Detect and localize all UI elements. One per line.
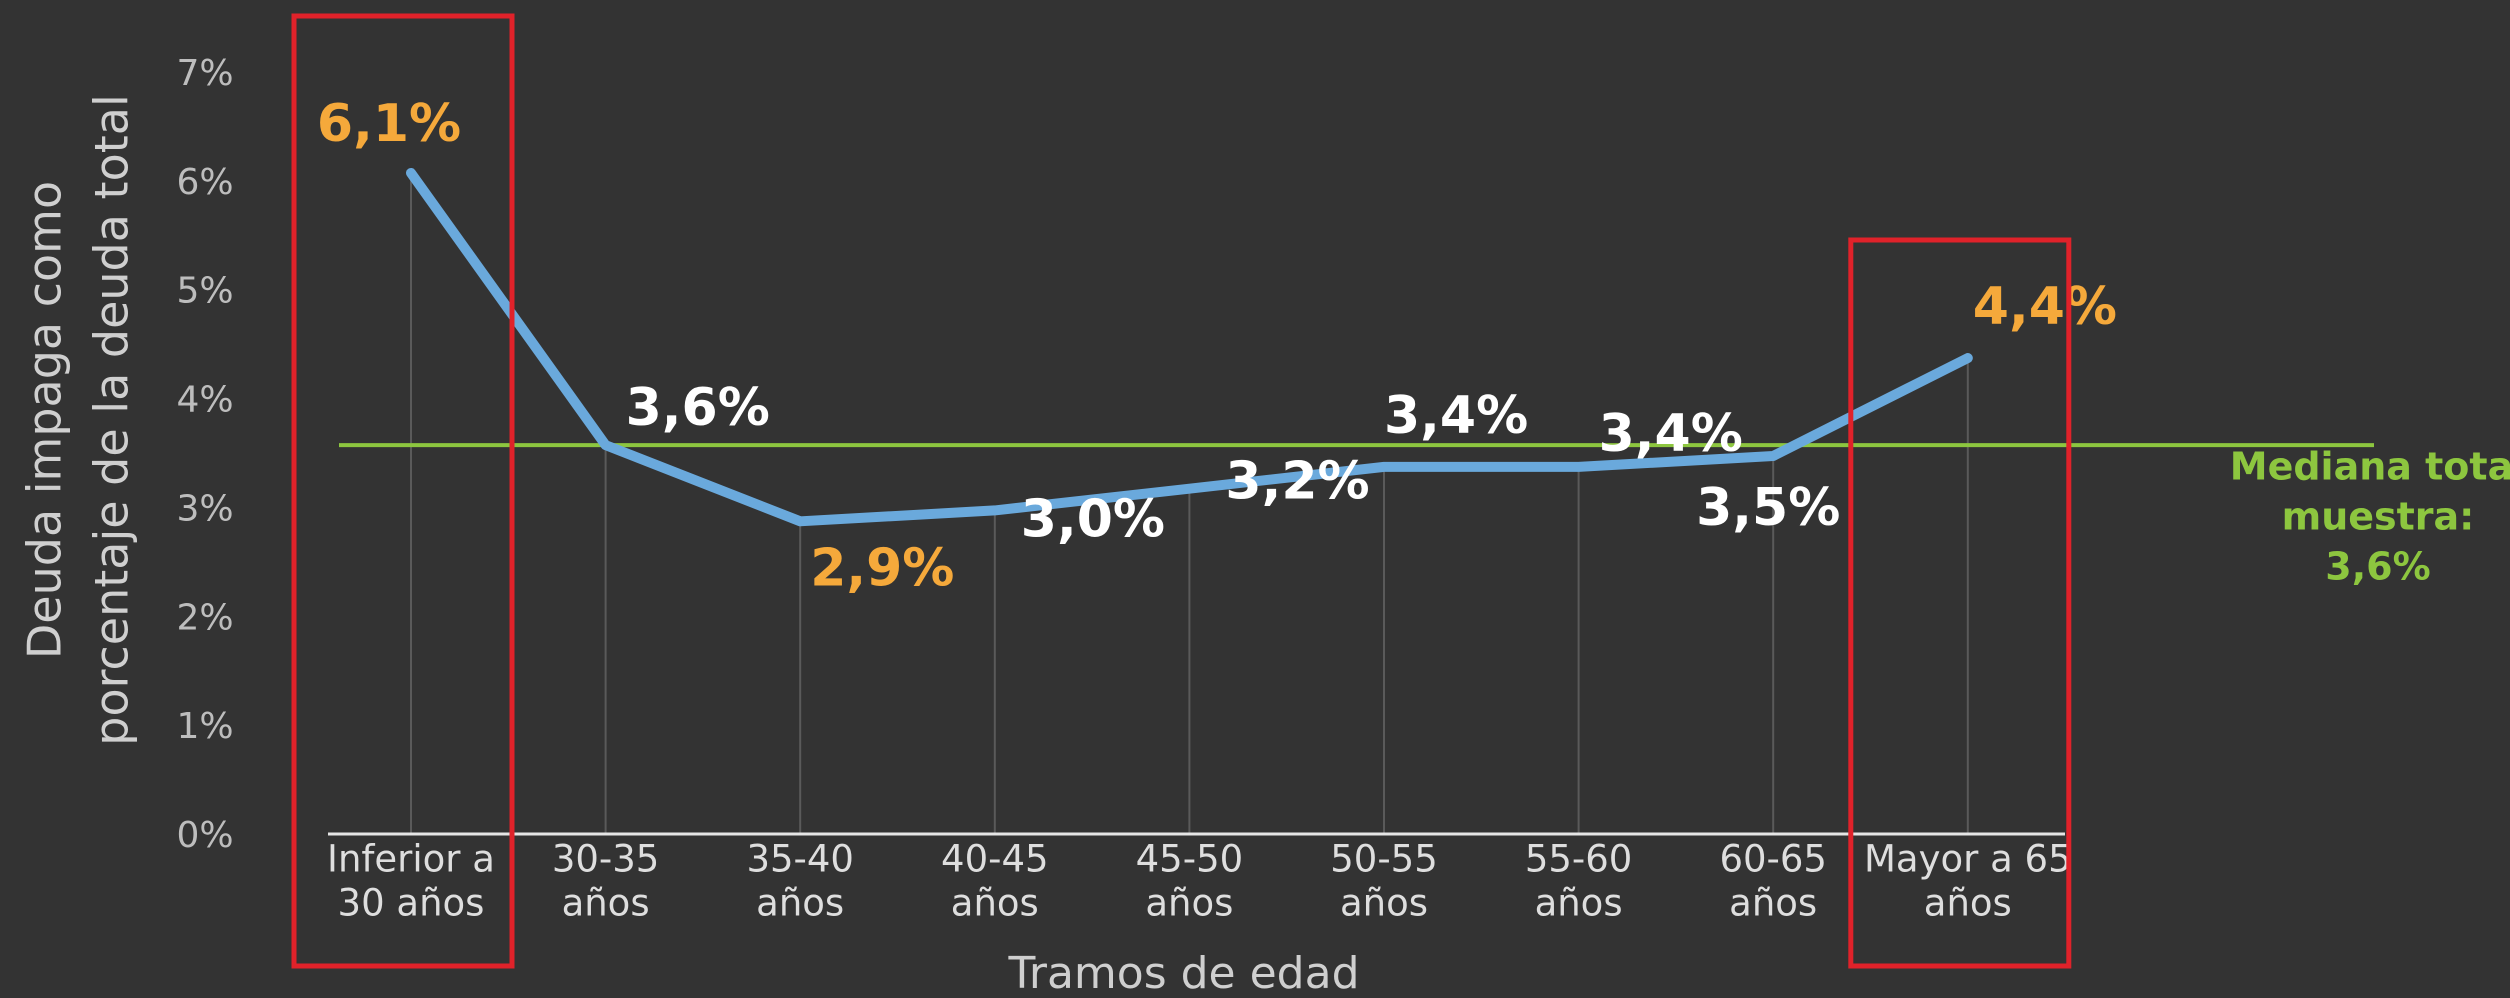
x-tick-label: 40-45 bbox=[941, 838, 1049, 881]
x-tick-label: años bbox=[1340, 882, 1428, 925]
x-tick-label: 45-50 bbox=[1136, 838, 1244, 881]
data-label: 6,1% bbox=[317, 94, 461, 154]
y-axis-label: porcentaje de la deuda total bbox=[85, 94, 139, 745]
y-tick-label: 6% bbox=[176, 162, 233, 203]
y-tick-label: 3% bbox=[176, 488, 233, 529]
x-tick-label: 60-65 bbox=[1719, 838, 1827, 881]
x-tick-label: años bbox=[1729, 882, 1817, 925]
highlight-box bbox=[291, 13, 515, 969]
x-tick-label: años bbox=[951, 882, 1039, 925]
y-tick-label: 0% bbox=[176, 815, 233, 856]
median-label: Mediana total bbox=[2230, 445, 2510, 489]
y-tick-label: 5% bbox=[176, 271, 233, 312]
x-tick-label: Inferior a bbox=[327, 838, 495, 881]
x-tick-label: años bbox=[1535, 882, 1623, 925]
x-tick-label: 35-40 bbox=[746, 838, 854, 881]
x-tick-label: años bbox=[1924, 882, 2012, 925]
data-label: 2,9% bbox=[810, 538, 954, 598]
x-tick-label: 30-35 bbox=[552, 838, 660, 881]
data-label: 3,0% bbox=[1021, 489, 1165, 549]
data-label: 3,6% bbox=[626, 378, 770, 438]
data-label: 3,4% bbox=[1599, 404, 1743, 464]
x-tick-label: años bbox=[756, 882, 844, 925]
median-label: 3,6% bbox=[2325, 545, 2430, 589]
median-label: muestra: bbox=[2282, 495, 2475, 539]
y-axis-label: Deuda impaga como bbox=[18, 181, 72, 659]
highlight-box bbox=[1848, 237, 2072, 969]
y-tick-label: 1% bbox=[176, 706, 233, 747]
y-tick-label: 7% bbox=[176, 53, 233, 94]
x-axis-label: Tramos de edad bbox=[1007, 948, 1359, 998]
x-tick-label: 30 años bbox=[338, 882, 485, 925]
x-tick-label: 55-60 bbox=[1525, 838, 1633, 881]
x-tick-label: Mayor a 65 bbox=[1864, 838, 2072, 881]
x-tick-label: años bbox=[562, 882, 650, 925]
y-tick-label: 2% bbox=[176, 597, 233, 638]
data-label: 3,2% bbox=[1225, 452, 1369, 512]
data-label: 3,4% bbox=[1384, 386, 1528, 446]
y-tick-label: 4% bbox=[176, 380, 233, 421]
x-tick-label: años bbox=[1145, 882, 1233, 925]
data-label: 4,4% bbox=[1973, 277, 2117, 337]
data-label: 3,5% bbox=[1696, 478, 1840, 538]
x-tick-label: 50-55 bbox=[1330, 838, 1438, 881]
data-line bbox=[406, 167, 1973, 527]
